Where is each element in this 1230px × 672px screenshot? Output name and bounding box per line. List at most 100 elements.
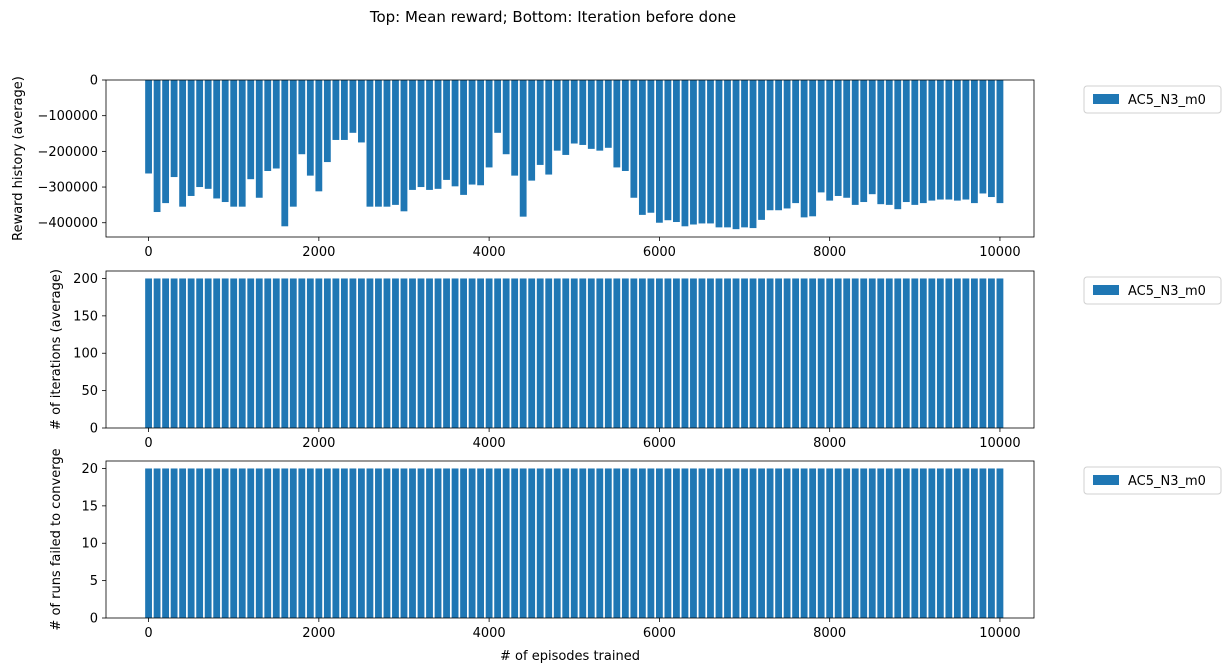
bar — [332, 278, 340, 428]
bar — [851, 80, 859, 205]
bar — [613, 278, 621, 428]
y-tick-label: 5 — [90, 574, 98, 589]
y-tick-label: 100 — [73, 347, 98, 362]
bar — [596, 468, 604, 618]
bar — [800, 278, 808, 428]
bar — [162, 468, 170, 618]
bar — [145, 80, 152, 174]
bar — [741, 80, 748, 228]
bar — [272, 468, 280, 618]
bar — [690, 468, 697, 618]
bar — [894, 468, 902, 618]
legend-swatch — [1093, 475, 1119, 485]
bar — [953, 468, 961, 618]
bar — [443, 468, 450, 618]
bar — [724, 80, 731, 228]
bar — [358, 468, 365, 618]
bar — [179, 468, 187, 618]
bar — [690, 278, 697, 428]
bar — [230, 80, 238, 207]
bar — [323, 80, 331, 163]
bar — [238, 468, 246, 618]
bar — [970, 80, 978, 204]
bar — [358, 80, 365, 143]
bar — [936, 80, 944, 200]
bar — [868, 468, 876, 618]
x-tick-label: 4000 — [473, 245, 506, 260]
legend-box — [1083, 276, 1222, 305]
bar — [153, 80, 161, 213]
axes-frame — [105, 79, 1035, 238]
bar — [375, 80, 382, 207]
bar — [690, 80, 697, 225]
bar — [238, 278, 246, 428]
bar — [928, 278, 936, 428]
bar — [715, 80, 723, 228]
bar — [400, 468, 408, 618]
bar — [885, 80, 893, 205]
bar — [417, 80, 425, 188]
bar — [698, 468, 706, 618]
legend-box — [1083, 466, 1222, 495]
bar — [281, 278, 289, 428]
bar — [460, 278, 467, 428]
bar — [460, 80, 467, 195]
bar — [953, 278, 961, 428]
bar — [451, 80, 459, 187]
bar — [698, 278, 706, 428]
y-tick-label: 10 — [81, 537, 98, 552]
bar — [434, 80, 442, 189]
bar — [860, 278, 868, 428]
bar — [196, 278, 204, 428]
bar — [323, 468, 331, 618]
bar — [655, 278, 663, 428]
subplot-3: 0 2000 4000 6000 8000 10000 0 5 10 15 20 # of runs … — [49, 448, 1222, 664]
bar — [724, 468, 731, 618]
bar — [213, 278, 221, 428]
bar — [868, 278, 876, 428]
bar — [749, 80, 757, 229]
bar — [315, 468, 323, 618]
bar — [187, 278, 195, 428]
bar — [511, 80, 519, 176]
bar — [741, 278, 748, 428]
bar — [238, 80, 246, 207]
legend: AC5_N3_m0 — [1083, 466, 1222, 495]
bar — [587, 278, 595, 428]
bar — [707, 468, 714, 618]
bar — [179, 80, 187, 207]
bar — [792, 278, 800, 428]
bar — [392, 278, 399, 428]
y-tick-label: 15 — [81, 499, 98, 514]
bar — [851, 468, 859, 618]
bar — [970, 468, 978, 618]
x-tick-label: 6000 — [643, 626, 676, 641]
bar — [834, 468, 842, 618]
bar — [366, 468, 374, 618]
bar — [409, 468, 416, 618]
bar — [545, 80, 553, 175]
bar — [638, 278, 646, 428]
bar — [255, 80, 263, 198]
bar — [468, 278, 476, 428]
bar — [919, 80, 927, 204]
bar — [928, 80, 936, 201]
bar — [758, 278, 765, 428]
bar — [477, 278, 485, 428]
bar — [519, 468, 527, 618]
bar — [664, 468, 672, 618]
bar — [673, 80, 680, 223]
bar — [281, 468, 289, 618]
bar — [843, 80, 851, 198]
bar — [724, 278, 731, 428]
bar — [145, 468, 152, 618]
x-tick-label: 4000 — [473, 626, 506, 641]
subplot-2: 0 2000 4000 6000 8000 10000 0 50 100 150 200 # of i… — [49, 269, 1222, 451]
bar — [426, 278, 433, 428]
bar — [936, 278, 944, 428]
bar — [289, 80, 297, 207]
bar — [979, 80, 987, 194]
bar — [843, 278, 851, 428]
bar — [655, 80, 663, 223]
y-tick-label: 200 — [73, 272, 98, 287]
